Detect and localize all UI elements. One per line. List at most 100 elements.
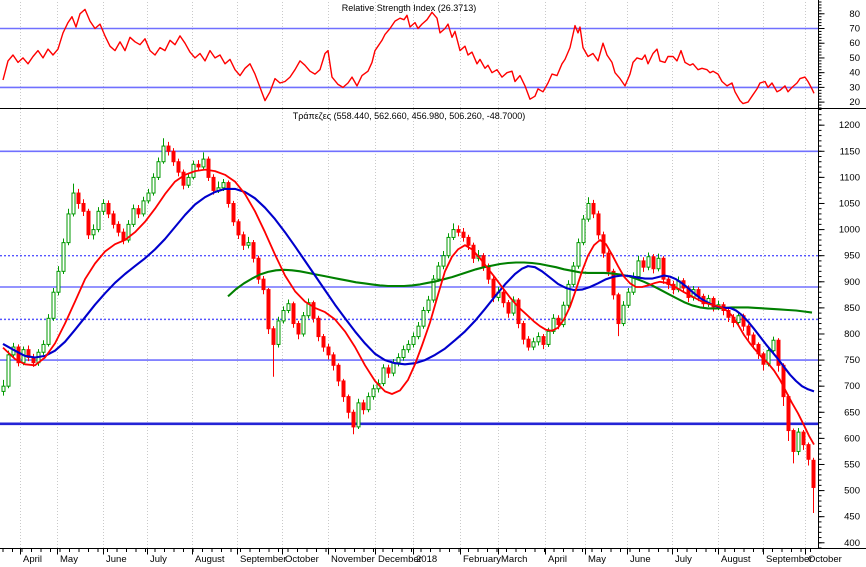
- candle-body: [161, 145, 166, 163]
- candle-body: [751, 334, 756, 345]
- candle-body: [541, 336, 546, 345]
- candle-body: [746, 325, 751, 336]
- candle-body: [416, 325, 421, 338]
- candle-body: [396, 356, 401, 364]
- x-axis-month-label: March: [501, 554, 527, 565]
- y-axis-label: 1000: [839, 225, 860, 236]
- candle-body: [401, 349, 406, 358]
- y-axis-label: 900: [844, 277, 860, 288]
- candle-body: [56, 270, 61, 293]
- candle-body: [61, 242, 66, 272]
- candle-body: [511, 299, 516, 314]
- candle-body: [91, 229, 96, 236]
- x-axis-month-label: July: [150, 554, 167, 565]
- candle-body: [791, 430, 796, 452]
- candle-body: [411, 336, 416, 345]
- candle-body: [101, 202, 106, 212]
- candle-body: [86, 210, 91, 236]
- candle-body: [796, 431, 801, 452]
- candle-body: [461, 231, 466, 238]
- candle-body: [571, 265, 576, 285]
- candle-body: [211, 176, 216, 191]
- candle-body: [421, 309, 426, 327]
- candle-body: [556, 317, 561, 326]
- candle-body: [656, 257, 661, 270]
- candle-body: [106, 202, 111, 215]
- ma-long-line: [227, 261, 813, 314]
- y-axis-label: 700: [844, 381, 860, 392]
- candle-body: [381, 367, 386, 385]
- candle-body: [146, 192, 151, 202]
- candle-body: [771, 339, 776, 352]
- candle-body: [181, 171, 186, 186]
- candle-body: [46, 317, 51, 345]
- x-axis-month-label: May: [588, 554, 606, 565]
- y-axis-label: 500: [844, 486, 860, 497]
- x-axis-month-label: 2018: [416, 554, 437, 565]
- candle-body: [616, 294, 621, 325]
- candle-body: [586, 202, 591, 220]
- x-axis-month-label: October: [808, 554, 842, 565]
- y-axis-label: 50: [849, 53, 860, 64]
- x-axis-month-label: August: [721, 554, 751, 565]
- candle-body: [356, 402, 361, 428]
- candle-body: [366, 396, 371, 411]
- candle-body: [441, 255, 446, 267]
- candle-body: [351, 411, 356, 428]
- candle-body: [41, 343, 46, 353]
- candle-body: [436, 265, 441, 280]
- candle-body: [546, 330, 551, 345]
- candle-body: [806, 444, 811, 460]
- candle-body: [256, 257, 261, 280]
- candle-body: [156, 161, 161, 178]
- candle-body: [121, 231, 126, 241]
- y-axis-label: 80: [849, 9, 860, 20]
- candle-body: [201, 158, 206, 168]
- candle-body: [281, 309, 286, 322]
- candle-body: [271, 328, 276, 345]
- candle-body: [286, 303, 291, 311]
- candle-body: [291, 303, 296, 325]
- candle-body: [711, 297, 716, 308]
- candle-body: [1, 385, 6, 392]
- candle-body: [96, 210, 101, 231]
- candle-body: [246, 242, 251, 246]
- candle-body: [606, 252, 611, 272]
- candle-body: [166, 145, 171, 152]
- candle-body: [341, 380, 346, 398]
- candle-body: [386, 367, 391, 374]
- candle-body: [141, 200, 146, 215]
- candle-body: [301, 315, 306, 335]
- y-axis-label: 40: [849, 68, 860, 79]
- y-axis-label: 550: [844, 459, 860, 470]
- candle-body: [336, 364, 341, 382]
- candle-body: [781, 364, 786, 398]
- rsi-line: [2, 8, 815, 105]
- candle-body: [626, 291, 631, 306]
- candle-body: [206, 158, 211, 178]
- candle-body: [801, 431, 806, 446]
- x-axis-month-label: September: [240, 554, 286, 565]
- candle-body: [316, 317, 321, 338]
- y-axis-label: 1100: [840, 172, 860, 183]
- candle-body: [646, 256, 651, 268]
- candle-body: [371, 388, 376, 398]
- y-axis-label: 70: [849, 24, 860, 35]
- candle-body: [736, 315, 741, 323]
- candle-body: [111, 213, 116, 225]
- candle-body: [276, 320, 281, 345]
- y-axis-label: 20: [849, 97, 860, 108]
- candle-body: [406, 343, 411, 351]
- candle-body: [131, 208, 136, 225]
- candle-body: [466, 236, 471, 246]
- candle-body: [536, 336, 541, 343]
- x-axis-month-label: June: [106, 554, 127, 565]
- y-axis-label: 850: [844, 303, 860, 314]
- x-axis-month-label: August: [195, 554, 225, 565]
- candle-body: [266, 289, 271, 330]
- candle-body: [126, 223, 131, 241]
- y-axis-label: 400: [844, 538, 860, 549]
- y-axis-label: 30: [849, 82, 860, 93]
